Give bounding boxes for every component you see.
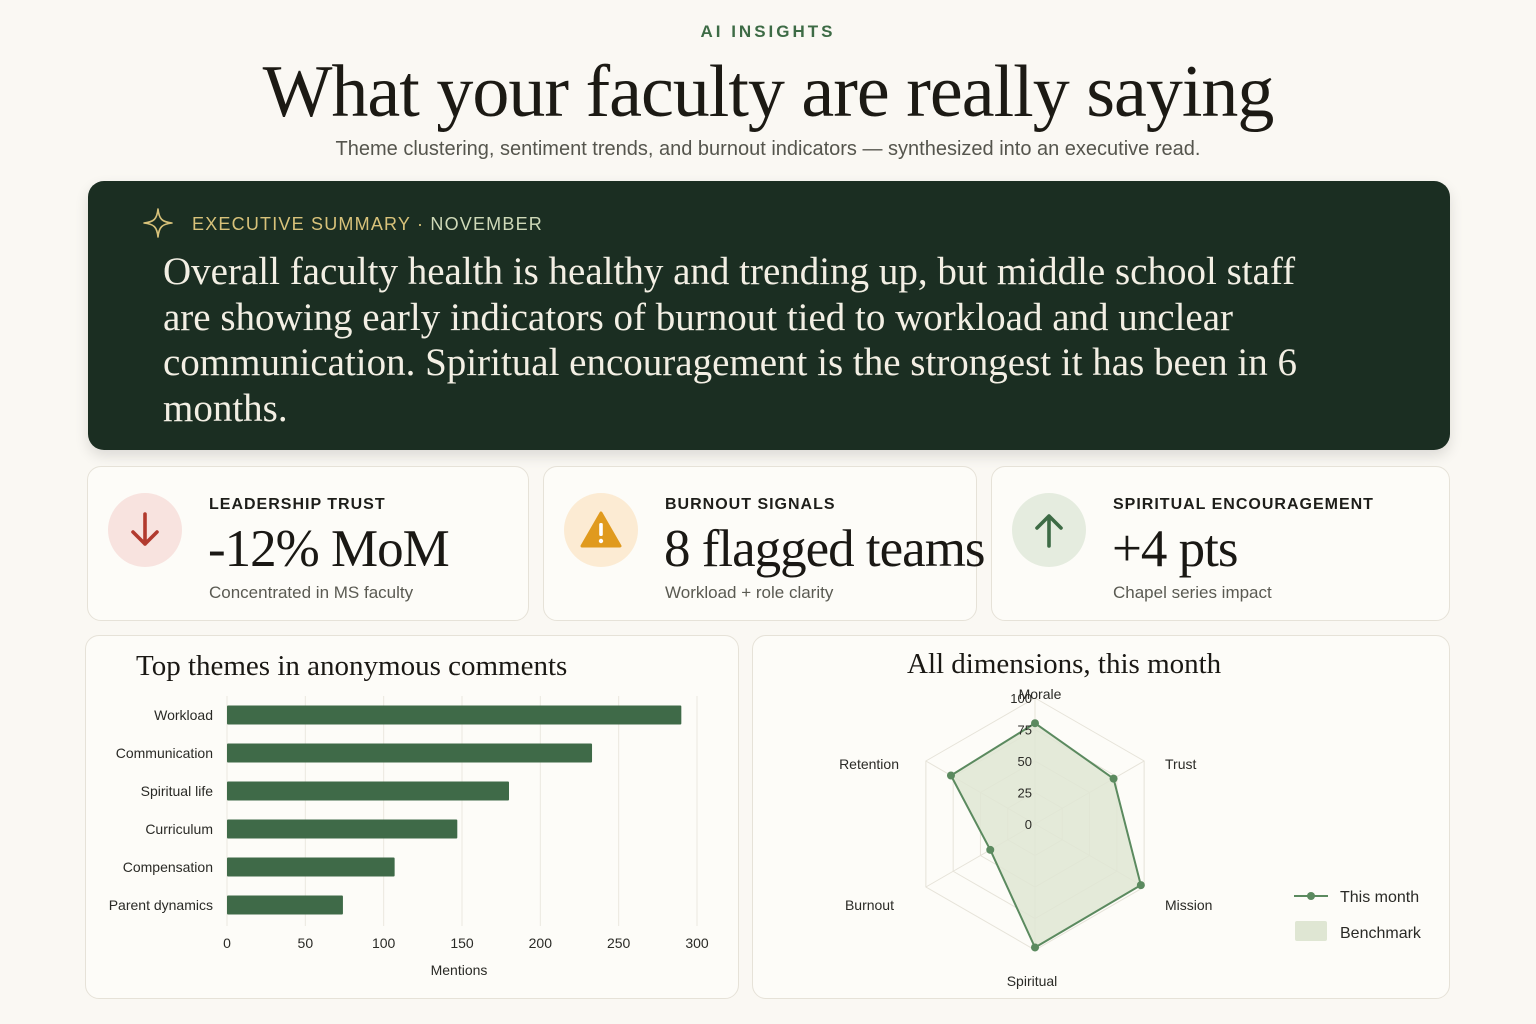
bar — [227, 743, 593, 763]
legend-swatch-benchmark — [1295, 921, 1327, 941]
x-tick-label: 200 — [529, 935, 553, 951]
kpi-card-leadership-trust: LEADERSHIP TRUST -12% MoM Concentrated i… — [87, 466, 529, 621]
page-title: What your faculty are really saying — [262, 51, 1275, 133]
radar-tick-label: 25 — [1018, 786, 1032, 801]
radar-axis-label: Morale — [1019, 686, 1062, 702]
legend-label: Benchmark — [1340, 925, 1422, 942]
x-tick-label: 50 — [298, 935, 314, 951]
summary-label: EXECUTIVE SUMMARY · NOVEMBER — [192, 214, 543, 235]
kpi-note: Concentrated in MS faculty — [209, 583, 414, 602]
warning-icon — [564, 493, 638, 567]
arrow-down-icon — [108, 493, 182, 567]
radar-axis-label: Spiritual — [1007, 973, 1058, 989]
chart-title: Top themes in anonymous comments — [136, 650, 568, 682]
radar-axis-label: Mission — [1165, 897, 1212, 913]
radar-point — [1031, 943, 1039, 952]
summary-text: Overall faculty health is healthy and tr… — [163, 250, 1297, 430]
radar-tick-label: 75 — [1018, 723, 1032, 738]
radar-tick-label: 100 — [1010, 691, 1032, 706]
radar-point — [1031, 719, 1039, 728]
themes-bar-chart: 0 50 100 150 200 250 300 Workload Communication S… — [109, 696, 709, 978]
summary-month: NOVEMBER — [430, 214, 543, 234]
radar-point — [986, 845, 995, 854]
x-tick-label: 150 — [450, 935, 474, 951]
y-tick-label: Workload — [154, 707, 213, 723]
legend-marker-this-month — [1307, 892, 1315, 900]
kpi-card-burnout-signals: BURNOUT SIGNALS 8 flagged teams Workload… — [543, 466, 986, 621]
kpi-value: +4 pts — [1112, 520, 1238, 578]
bar — [227, 819, 458, 839]
radar-area-this-month — [949, 722, 1142, 949]
executive-summary-card: EXECUTIVE SUMMARY · NOVEMBER Overall fac… — [88, 181, 1450, 450]
legend-label: This month — [1340, 889, 1419, 906]
bar — [227, 895, 343, 915]
kpi-value: 8 flagged teams — [664, 520, 986, 578]
radar-tick-label: 50 — [1018, 754, 1032, 769]
bar — [227, 781, 509, 801]
y-tick-label: Compensation — [123, 859, 213, 875]
kpi-note: Chapel series impact — [1113, 583, 1272, 602]
arrow-up-icon — [1012, 493, 1086, 567]
x-axis-label: Mentions — [431, 962, 488, 978]
y-tick-label: Parent dynamics — [109, 897, 213, 913]
y-tick-label: Spiritual life — [141, 783, 214, 799]
kpi-label: LEADERSHIP TRUST — [209, 496, 386, 513]
y-tick-label: Communication — [116, 745, 213, 761]
x-tick-label: 300 — [685, 935, 709, 951]
bar — [227, 857, 395, 877]
y-tick-label: Curriculum — [145, 821, 213, 837]
eyebrow: AI INSIGHTS — [700, 22, 836, 41]
radar-point — [1136, 881, 1145, 890]
radar-point — [1109, 774, 1118, 783]
sparkle-icon — [143, 208, 173, 238]
kpi-note: Workload + role clarity — [665, 583, 834, 602]
radar-axis-label: Trust — [1165, 756, 1196, 772]
x-tick-label: 250 — [607, 935, 631, 951]
radar-axis-label: Retention — [839, 756, 899, 772]
radar-point — [946, 771, 955, 780]
x-tick-label: 0 — [223, 935, 231, 951]
kpi-value: -12% MoM — [208, 520, 450, 578]
summary-label-prefix: EXECUTIVE SUMMARY · — [192, 214, 431, 234]
radar-axis-label: Burnout — [845, 897, 894, 913]
kpi-card-spiritual-encouragement: SPIRITUAL ENCOURAGEMENT +4 pts Chapel se… — [991, 466, 1450, 621]
kpi-label: SPIRITUAL ENCOURAGEMENT — [1113, 496, 1374, 513]
x-tick-label: 100 — [372, 935, 396, 951]
kpi-label: BURNOUT SIGNALS — [665, 496, 836, 513]
dimensions-chart-panel: All dimensions, this month 0 25 50 75 100 Mor… — [752, 635, 1450, 999]
themes-chart-panel: Top themes in anonymous comments 0 50 100 1… — [85, 635, 739, 999]
radar-tick-label: 0 — [1025, 817, 1032, 832]
bar — [227, 705, 682, 725]
page-subtitle: Theme clustering, sentiment trends, and … — [335, 138, 1201, 160]
chart-title: All dimensions, this month — [907, 648, 1222, 680]
